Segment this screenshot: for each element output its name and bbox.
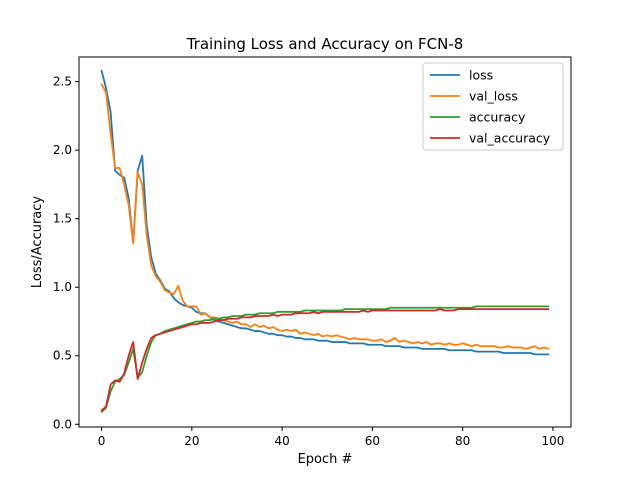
x-tick-label: 20 [184, 434, 199, 448]
legend-label-accuracy: accuracy [469, 110, 526, 125]
series-layer [100, 69, 550, 413]
y-axis-ticks: 0.0 0.5 1.0 1.5 2.0 2.5 [53, 75, 79, 431]
y-tick-label: 0.0 [53, 417, 72, 431]
series-line-val-accuracy [100, 308, 550, 412]
legend-box [422, 62, 564, 151]
y-tick-label: 2.0 [53, 143, 72, 157]
plot-frame [78, 56, 572, 428]
y-tick-label: 1.5 [53, 212, 72, 226]
legend-label-val-loss: val_loss [469, 89, 518, 104]
x-tick-label: 60 [365, 434, 380, 448]
y-tick-label: 0.5 [53, 349, 72, 363]
x-axis-label: Epoch # [298, 452, 353, 467]
y-tick-label: 1.0 [53, 280, 72, 294]
legend-items: loss val_loss accuracy val_accuracy [430, 68, 551, 146]
chart-title: Training Loss and Accuracy on FCN-8 [186, 35, 464, 53]
x-tick-label: 100 [541, 434, 564, 448]
x-tick-label: 0 [98, 434, 106, 448]
legend: loss val_loss accuracy val_accuracy [422, 62, 564, 151]
series-line-val-loss [100, 83, 550, 350]
x-tick-label: 80 [455, 434, 470, 448]
plot-area: 0 20 40 60 80 100 0.0 0.5 1.0 1.5 2.0 2.5 [53, 56, 572, 448]
x-axis-ticks: 0 20 40 60 80 100 [98, 427, 564, 448]
legend-label-val-accuracy: val_accuracy [469, 131, 551, 146]
y-axis-label: Loss/Accuracy [30, 196, 45, 289]
legend-label-loss: loss [469, 68, 493, 83]
x-tick-label: 40 [274, 434, 289, 448]
y-tick-label: 2.5 [53, 75, 72, 89]
series-line-loss [100, 69, 550, 356]
series-line-accuracy [100, 305, 550, 413]
